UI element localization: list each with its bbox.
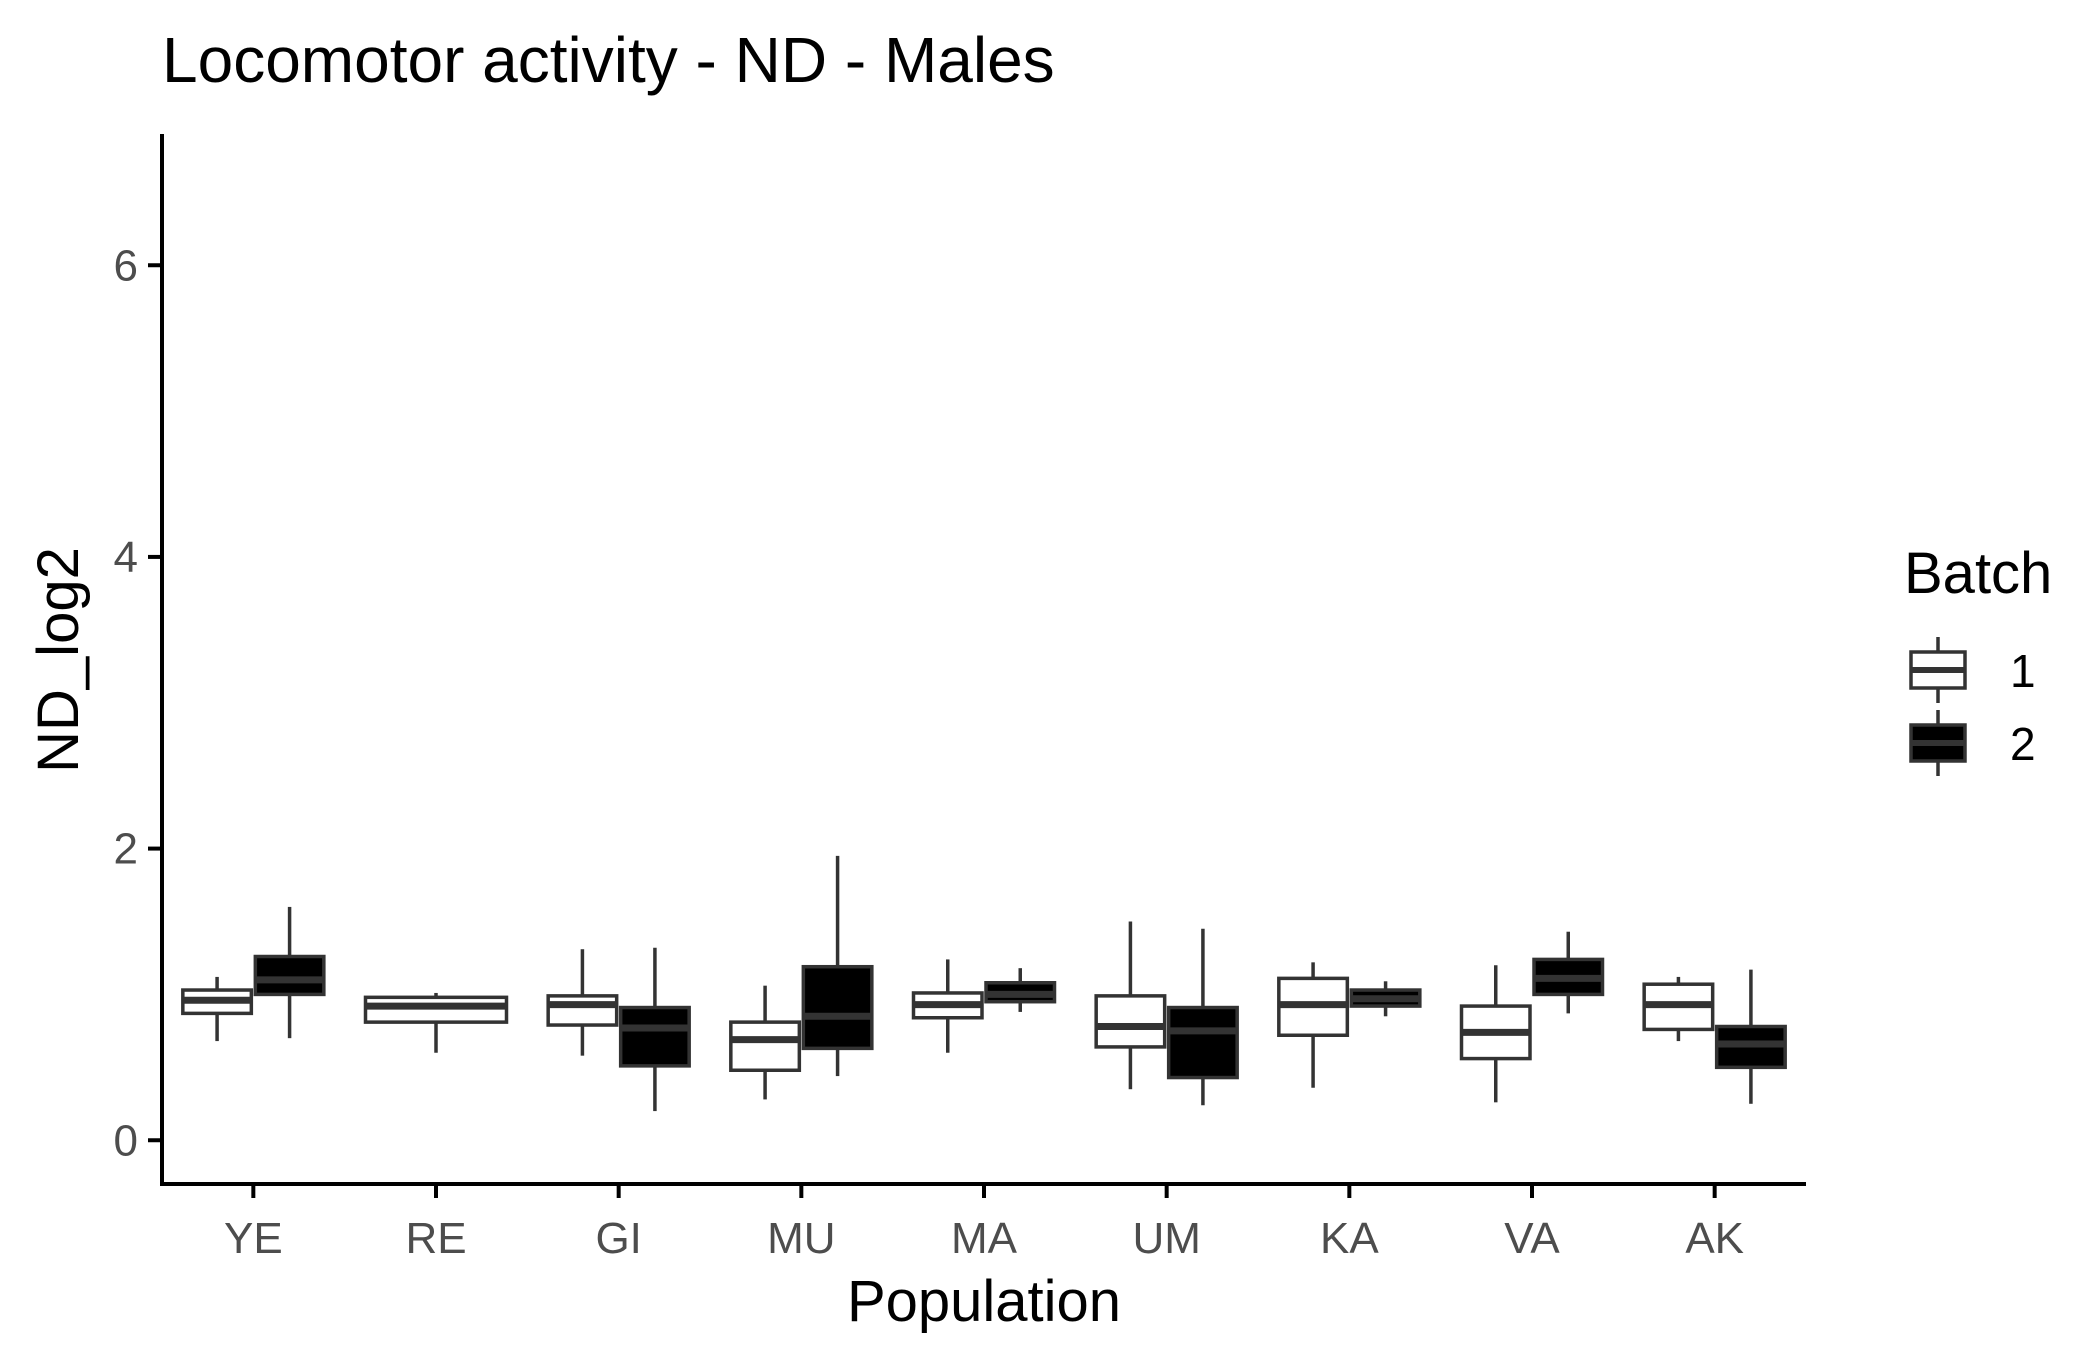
box-iqr	[546, 994, 619, 1027]
box-AK-batch-1	[1642, 976, 1715, 1042]
x-tick-label: KA	[1320, 1214, 1379, 1263]
x-tick-label: GI	[595, 1214, 641, 1263]
x-tick-label: VA	[1504, 1214, 1560, 1263]
box-iqr	[801, 964, 874, 1051]
legend: Batch 1 2	[1904, 541, 2052, 776]
legend-key-batch-1	[1909, 637, 1967, 703]
y-axis-ticks: 0 2 4 6	[114, 241, 162, 1165]
x-tick-label: AK	[1685, 1214, 1744, 1263]
box-iqr	[363, 995, 509, 1024]
box-MU-batch-1	[729, 985, 802, 1100]
legend-label: 1	[2010, 645, 2036, 697]
x-tick-label: MA	[951, 1214, 1018, 1263]
box-YE-batch-1	[181, 976, 254, 1042]
box-AK-batch-2	[1714, 969, 1787, 1104]
x-tick-label: RE	[405, 1214, 466, 1263]
box-GI-batch-2	[618, 947, 691, 1112]
box-VA-batch-2	[1532, 931, 1605, 1014]
box-VA-batch-1	[1459, 965, 1532, 1103]
box-MU-batch-2	[801, 855, 874, 1077]
y-tick-label: 2	[114, 825, 138, 874]
box-YE-batch-2	[253, 906, 326, 1039]
y-axis-title: ND_log2	[26, 547, 91, 773]
box-UM-batch-1	[1094, 921, 1167, 1090]
x-tick-label: MU	[767, 1214, 835, 1263]
box-RE-batch-1	[363, 992, 509, 1053]
plot-area	[181, 855, 1787, 1112]
box-KA-batch-2	[1349, 981, 1422, 1017]
chart-title: Locomotor activity - ND - Males	[162, 24, 1055, 96]
box-MA-batch-2	[984, 968, 1057, 1012]
box-iqr	[253, 954, 326, 997]
x-tick-label: UM	[1132, 1214, 1200, 1263]
y-tick-label: 6	[114, 241, 138, 290]
x-tick-label: YE	[224, 1214, 283, 1263]
box-iqr	[1094, 994, 1167, 1049]
box-iqr	[618, 1005, 691, 1068]
y-tick-label: 0	[114, 1116, 138, 1165]
box-UM-batch-2	[1166, 928, 1239, 1106]
box-iqr	[729, 1020, 802, 1072]
box-GI-batch-1	[546, 949, 619, 1056]
legend-label: 2	[2010, 718, 2036, 770]
box-iqr	[1166, 1005, 1239, 1080]
y-tick-label: 4	[114, 533, 138, 582]
legend-key-batch-2	[1909, 710, 1967, 776]
x-axis-ticks: YE RE GI MU MA UM KA VA AK	[224, 1184, 1744, 1263]
x-axis-title: Population	[847, 1269, 1121, 1334]
box-KA-batch-1	[1277, 962, 1350, 1088]
box-MA-batch-1	[911, 959, 984, 1053]
legend-title: Batch	[1904, 541, 2052, 606]
